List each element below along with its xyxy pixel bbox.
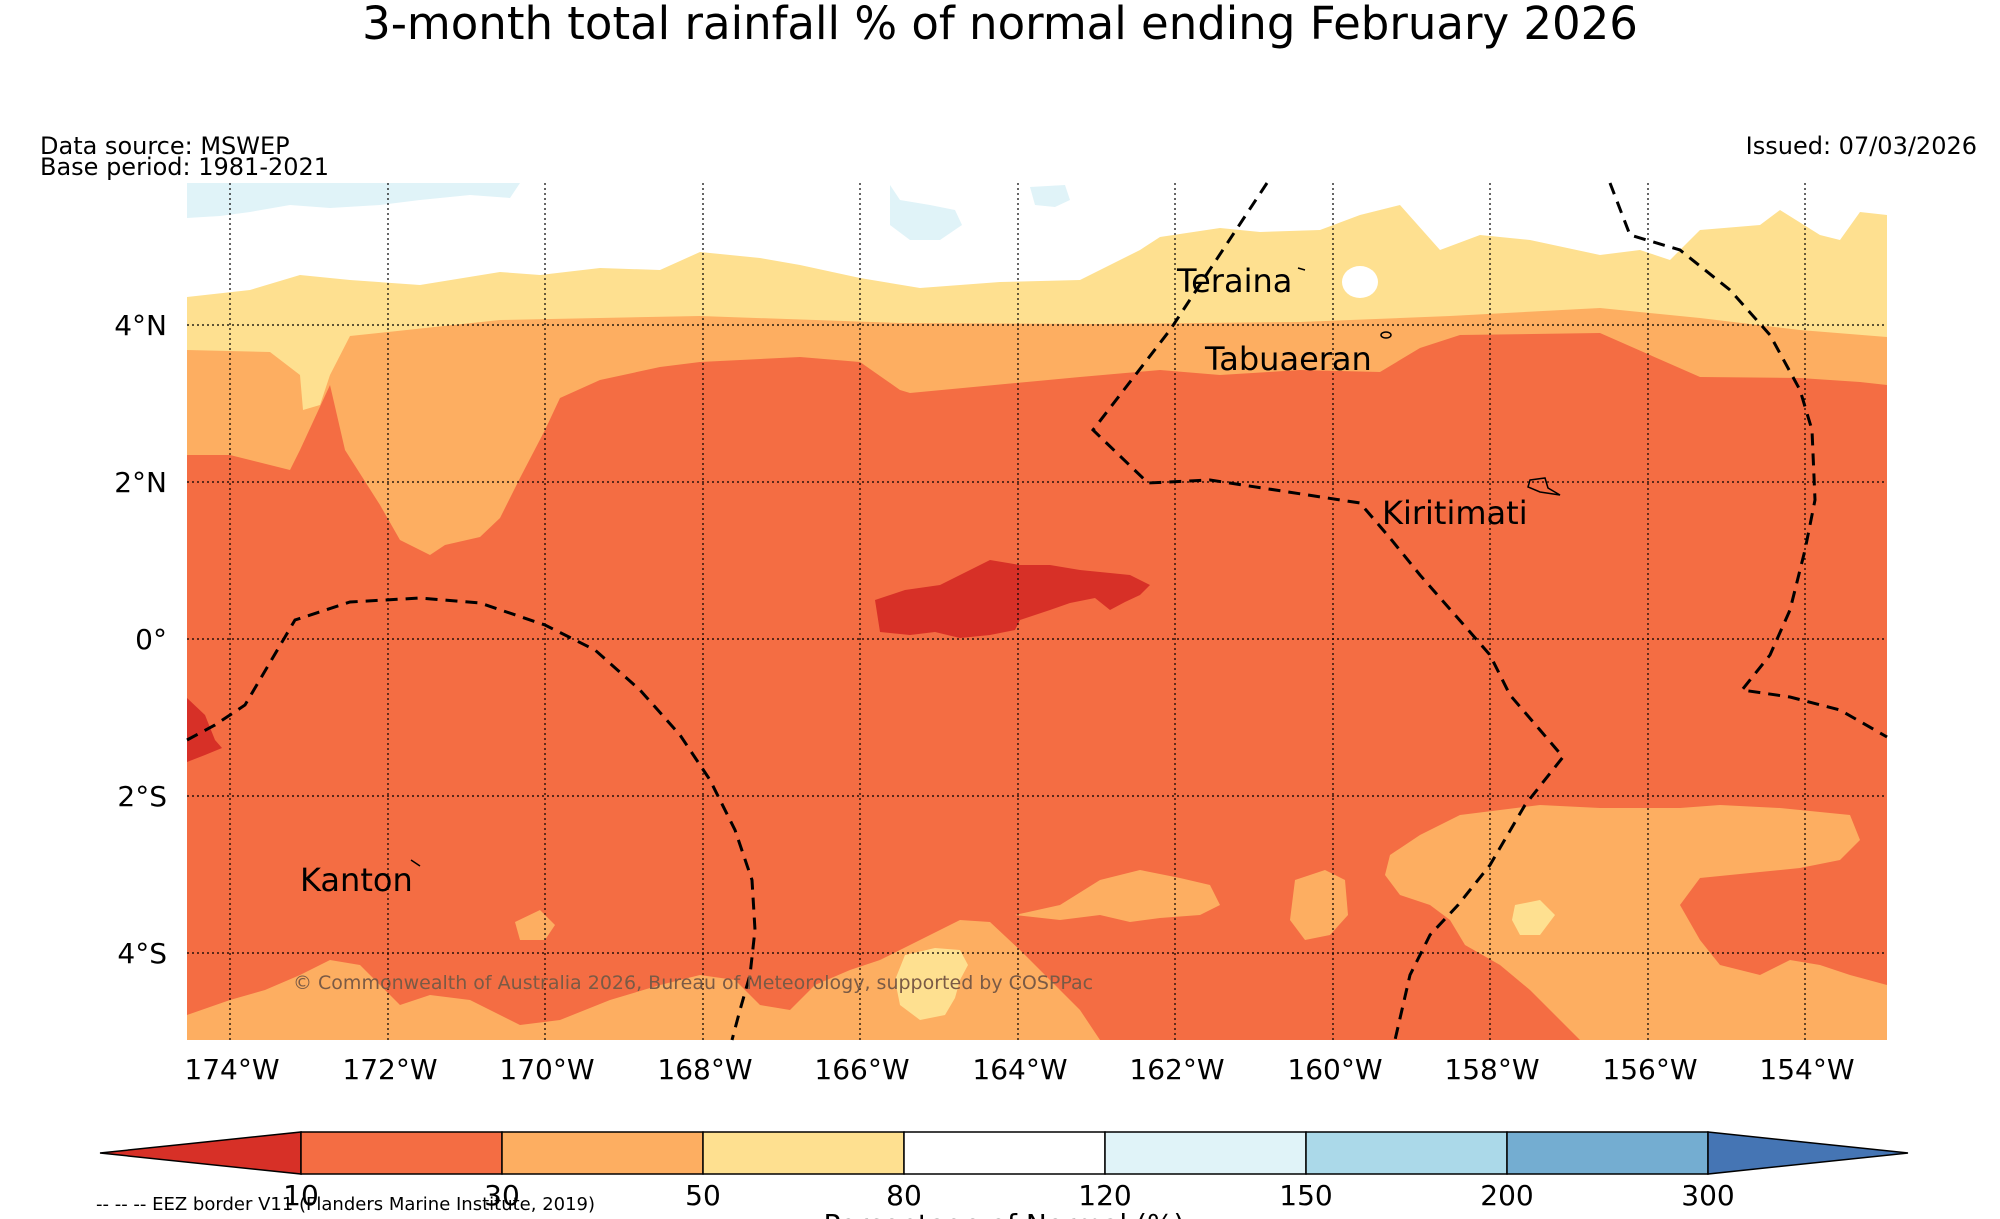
field-slightly-above-patch bbox=[1030, 185, 1070, 207]
lon-tick-label: 154°W bbox=[1759, 1053, 1854, 1086]
colorbar-segment bbox=[1104, 1131, 1307, 1175]
colorbar-tick-label: 50 bbox=[685, 1179, 721, 1212]
field-slightly-below-south bbox=[895, 948, 968, 1020]
colorbar-tick-label: 150 bbox=[1279, 1179, 1332, 1212]
lat-tick-label: 4°S bbox=[117, 937, 167, 970]
place-labels: Teraina Tabuaeran Kiritimati Kanton bbox=[300, 262, 1528, 899]
colorbar-segment bbox=[702, 1131, 905, 1175]
place-label-kiritimati: Kiritimati bbox=[1382, 494, 1528, 532]
place-label-teraina: Teraina bbox=[1176, 262, 1292, 300]
island-outline bbox=[1527, 477, 1561, 496]
colorbar-segment bbox=[903, 1131, 1106, 1175]
eez-border-line bbox=[186, 596, 757, 1041]
islands bbox=[410, 267, 1561, 867]
rainfall-field bbox=[187, 183, 1887, 1040]
colorbar-tick-label: 120 bbox=[1078, 1179, 1131, 1212]
colorbar-segment bbox=[1305, 1131, 1508, 1175]
lat-tick-label: 0° bbox=[135, 623, 167, 656]
map-title: 3-month total rainfall % of normal endin… bbox=[362, 0, 1638, 50]
lon-tick-label: 172°W bbox=[342, 1053, 437, 1086]
eez-borders bbox=[186, 182, 1888, 1041]
copyright-credit: © Commonwealth of Australia 2026, Bureau… bbox=[293, 972, 1094, 994]
colorbar-segment-high-extend bbox=[1707, 1131, 1909, 1175]
field-slightly-above-north bbox=[187, 183, 520, 218]
lon-tick-label: 158°W bbox=[1444, 1053, 1539, 1086]
graticule bbox=[187, 183, 1887, 1040]
issued-date-text: Issued: 07/03/2026 bbox=[1745, 132, 1977, 160]
eez-legend-note: -- -- -- EEZ border V11 (Flanders Marine… bbox=[96, 1194, 596, 1215]
lon-tick-label: 160°W bbox=[1287, 1053, 1382, 1086]
field-below-patch bbox=[515, 910, 555, 940]
colorbar-segment bbox=[501, 1131, 704, 1175]
lon-tick-label: 170°W bbox=[499, 1053, 594, 1086]
lat-tick-label: 2°N bbox=[114, 466, 167, 499]
colorbar-segment-low-extend bbox=[99, 1131, 302, 1175]
field-below-south-east bbox=[1385, 805, 1887, 1040]
field-slightly-below-south bbox=[1512, 900, 1555, 935]
field-below-south-west bbox=[187, 920, 1100, 1040]
field-below-south-central bbox=[1015, 870, 1220, 922]
eez-border-line bbox=[1090, 182, 1565, 1041]
colorbar-tick-label: 30 bbox=[484, 1179, 520, 1212]
field-very-dry-central bbox=[875, 560, 1150, 638]
place-label-tabuaeran: Tabuaeran bbox=[1204, 340, 1372, 378]
colorbar bbox=[99, 1131, 1909, 1175]
island-outline bbox=[1297, 267, 1306, 271]
lon-tick-label: 164°W bbox=[972, 1053, 1067, 1086]
eez-border-line bbox=[1608, 182, 1888, 739]
lon-tick-label: 168°W bbox=[657, 1053, 752, 1086]
colorbar-tick-labels: 10 30 50 80 120 150 200 300 bbox=[283, 1179, 1735, 1212]
field-normal-north bbox=[187, 183, 1887, 297]
colorbar-tick-label: 80 bbox=[886, 1179, 922, 1212]
lat-tick-label: 2°S bbox=[117, 780, 167, 813]
colorbar-segment bbox=[300, 1131, 503, 1175]
colorbar-tick-label: 10 bbox=[283, 1179, 319, 1212]
colorbar-segment bbox=[1506, 1131, 1709, 1175]
field-normal-patch bbox=[1342, 266, 1378, 298]
base-period-text: Base period: 1981-2021 bbox=[40, 153, 330, 181]
colorbar-title: Percentage of Normal (%) bbox=[824, 1208, 1185, 1219]
lat-tick-label: 4°N bbox=[114, 309, 167, 342]
place-label-kanton: Kanton bbox=[300, 861, 413, 899]
colorbar-tick-label: 300 bbox=[1681, 1179, 1734, 1212]
field-slightly-above-patch bbox=[890, 185, 962, 240]
lon-tick-label: 156°W bbox=[1602, 1053, 1697, 1086]
lon-tick-label: 162°W bbox=[1129, 1053, 1224, 1086]
latitude-tick-labels: 4°N 2°N 0° 2°S 4°S bbox=[114, 309, 167, 970]
field-below-patch bbox=[1290, 870, 1348, 940]
longitude-tick-labels: 174°W 172°W 170°W 168°W 166°W 164°W 162°… bbox=[184, 1053, 1854, 1086]
colorbar-tick-label: 200 bbox=[1480, 1179, 1533, 1212]
lon-tick-label: 174°W bbox=[184, 1053, 279, 1086]
island-outline bbox=[1380, 331, 1392, 339]
lon-tick-label: 166°W bbox=[814, 1053, 909, 1086]
island-outline bbox=[410, 859, 421, 867]
data-source-text: Data source: MSWEP bbox=[40, 132, 290, 160]
